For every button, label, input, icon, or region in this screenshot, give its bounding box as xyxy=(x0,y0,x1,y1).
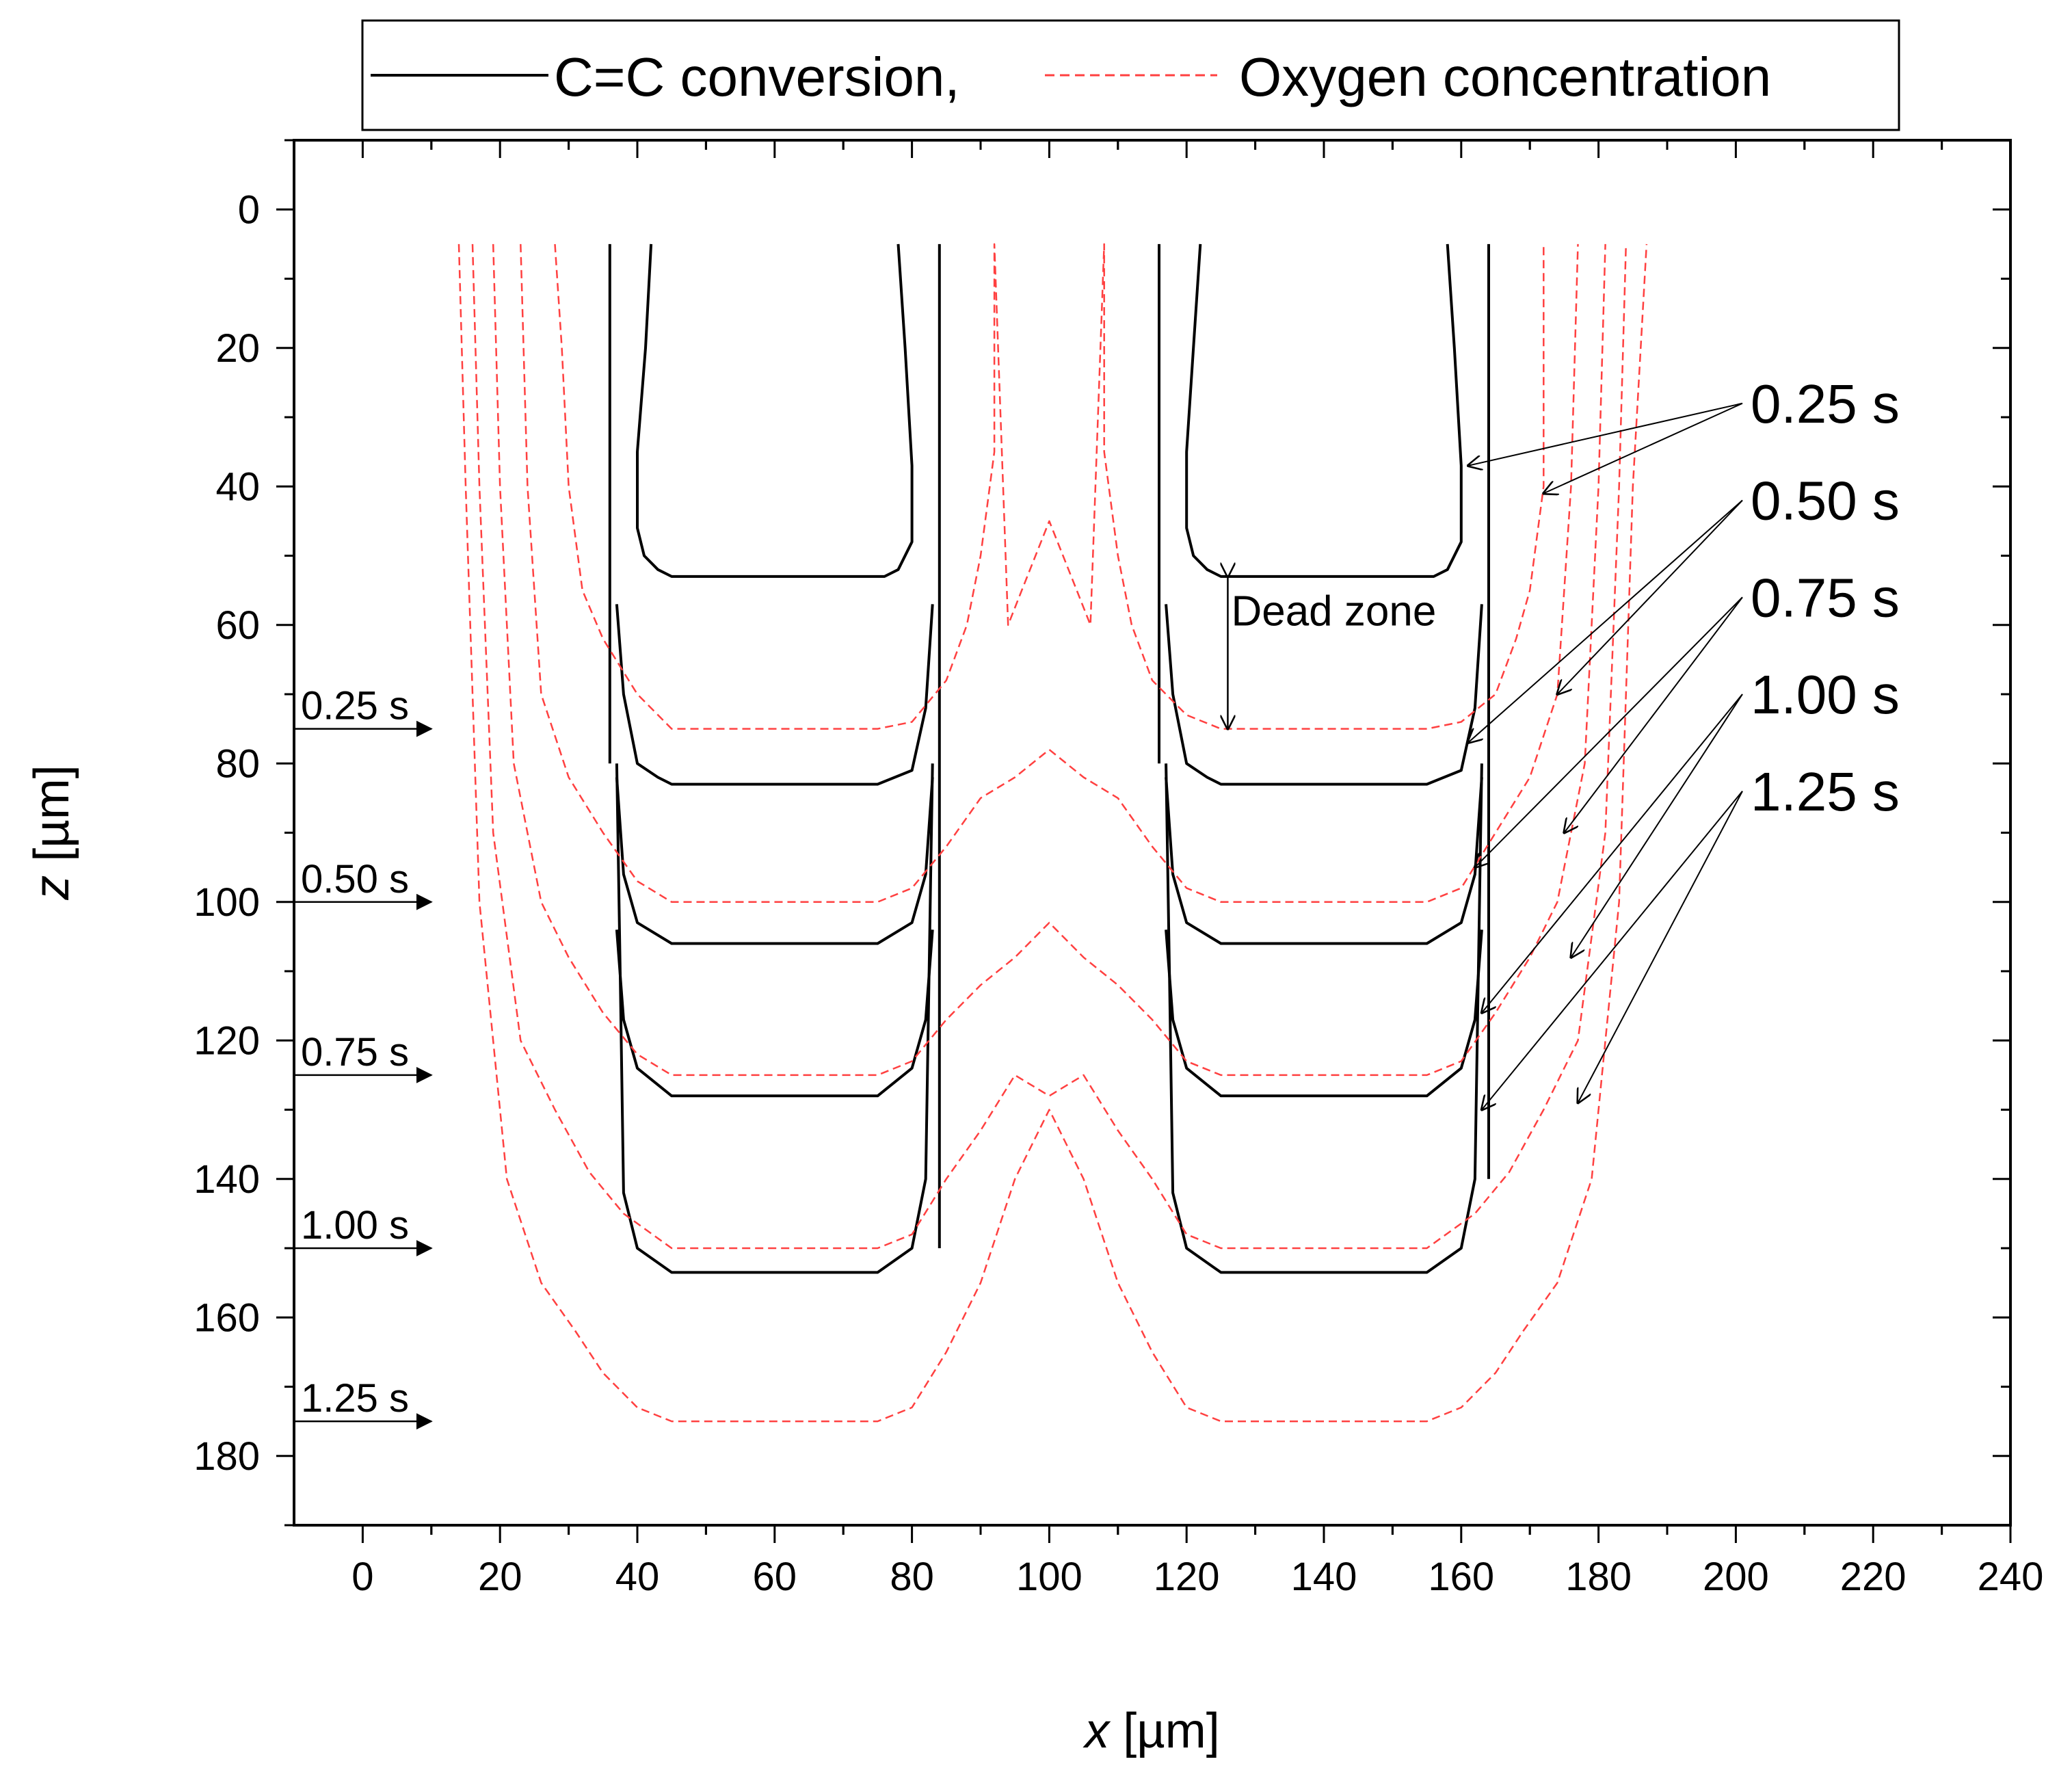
series-6 xyxy=(615,929,934,1098)
y-tick-label-5: 100 xyxy=(194,880,260,925)
series-3 xyxy=(1165,604,1483,786)
x-tick-label-3: 60 xyxy=(753,1555,797,1599)
y-axis-unit: [µm] xyxy=(25,765,79,875)
series-18 xyxy=(457,243,1648,1423)
left-time-label-0: 0.25 s xyxy=(301,684,409,728)
series-9 xyxy=(1165,763,1483,1274)
x-tick-label-1: 20 xyxy=(478,1555,522,1599)
left-time-label-2: 0.75 s xyxy=(301,1030,409,1074)
right-time-arrow-0-0 xyxy=(1468,402,1743,466)
series-layer xyxy=(457,243,1648,1423)
series-17 xyxy=(471,243,1628,1250)
y-tick-label-4: 80 xyxy=(215,741,260,786)
series-2 xyxy=(615,604,934,786)
right-time-label-2: 0.75 s xyxy=(1751,567,1900,628)
series-14 xyxy=(554,243,1545,730)
x-tick-label-12: 240 xyxy=(1978,1555,2044,1599)
right-time-arrow-3-1 xyxy=(1571,694,1743,958)
y-tick-label-0: 0 xyxy=(238,187,260,232)
x-axis-title: x [µm] xyxy=(1083,1704,1219,1758)
right-time-label-1: 0.50 s xyxy=(1751,471,1900,531)
series-7 xyxy=(1165,929,1483,1098)
right-time-arrow-1-0 xyxy=(1468,499,1743,743)
y-tick-label-6: 120 xyxy=(194,1018,260,1063)
legend-box xyxy=(361,19,1900,131)
series-5 xyxy=(1165,777,1483,945)
legend: C=C conversion, Oxygen concentration xyxy=(361,19,1900,131)
dead-zone-annotation: Dead zone xyxy=(1227,577,1436,729)
right-time-arrow-4-1 xyxy=(1578,791,1743,1103)
tick-layer: 0 20 40 60 80 100 120 140 160 180 200 220 240 0 20 40 60… xyxy=(194,139,2044,1599)
x-tick-label-5: 100 xyxy=(1016,1555,1083,1599)
right-time-arrow-0-1 xyxy=(1543,402,1743,494)
legend-label-oxygen: Oxygen concentration xyxy=(1239,47,1771,107)
plot-frame xyxy=(293,139,2012,1527)
right-time-arrow-1-1 xyxy=(1557,499,1743,695)
x-tick-label-4: 80 xyxy=(890,1555,934,1599)
x-tick-label-0: 0 xyxy=(351,1555,373,1599)
y-tick-label-3: 60 xyxy=(215,603,260,648)
x-tick-label-9: 180 xyxy=(1565,1555,1632,1599)
dead-zone-label: Dead zone xyxy=(1231,588,1436,635)
left-time-label-3: 1.00 s xyxy=(301,1203,409,1248)
y-tick-label-7: 140 xyxy=(194,1157,260,1202)
right-time-label-0: 0.25 s xyxy=(1751,373,1900,434)
right-time-arrow-3-0 xyxy=(1482,694,1743,1013)
y-tick-label-2: 40 xyxy=(215,464,260,509)
y-axis-title: z [µm] xyxy=(25,765,79,900)
right-time-arrow-4-0 xyxy=(1482,791,1743,1110)
series-16 xyxy=(492,243,1606,1077)
annotation-layer: 0.25 s 0.50 s 0.75 s 1.00 s 1.25 s 0.25 s 0.50… xyxy=(294,373,1900,1430)
x-axis-unit: [µm] xyxy=(1109,1704,1219,1758)
x-tick-label-11: 220 xyxy=(1840,1555,1907,1599)
right-time-arrow-2-1 xyxy=(1564,596,1743,832)
x-tick-label-6: 120 xyxy=(1154,1555,1220,1599)
x-tick-label-10: 200 xyxy=(1703,1555,1769,1599)
right-time-label-3: 1.00 s xyxy=(1751,664,1900,725)
x-tick-label-2: 40 xyxy=(615,1555,660,1599)
left-time-label-1: 0.50 s xyxy=(301,857,409,901)
y-tick-label-1: 20 xyxy=(215,326,260,371)
left-time-label-4: 1.25 s xyxy=(301,1376,409,1421)
series-1 xyxy=(1185,243,1463,578)
x-tick-label-8: 160 xyxy=(1428,1555,1494,1599)
series-4 xyxy=(615,777,934,945)
series-0 xyxy=(636,243,914,578)
right-time-label-4: 1.25 s xyxy=(1751,761,1900,822)
y-tick-label-9: 180 xyxy=(194,1434,260,1479)
legend-label-conversion: C=C conversion, xyxy=(554,47,960,107)
y-tick-label-8: 160 xyxy=(194,1295,260,1340)
x-tick-label-7: 140 xyxy=(1291,1555,1357,1599)
series-15 xyxy=(520,243,1579,903)
x-axis-variable: x xyxy=(1083,1704,1111,1758)
series-8 xyxy=(615,763,934,1274)
right-time-arrow-2-0 xyxy=(1475,596,1743,867)
y-axis-variable: z xyxy=(25,875,79,901)
